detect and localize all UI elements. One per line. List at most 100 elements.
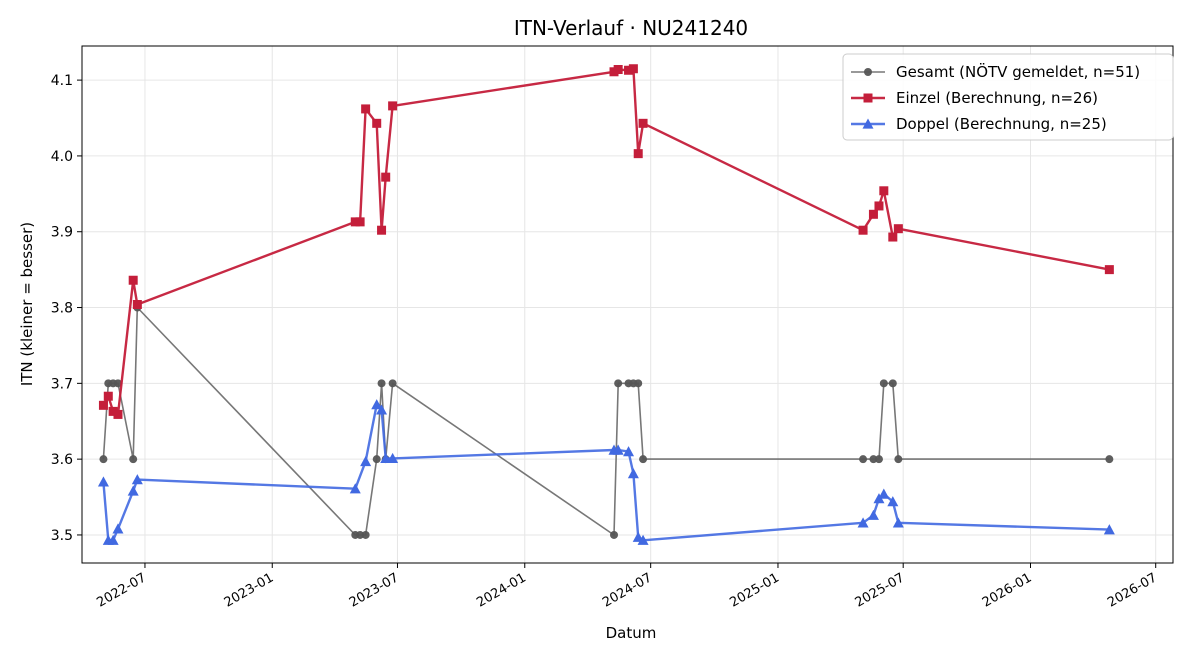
data-point	[360, 455, 372, 467]
y-tick-label: 3.6	[51, 452, 73, 468]
data-point	[614, 379, 623, 388]
chart-title: ITN-Verlauf · NU241240	[514, 16, 748, 40]
data-point	[887, 496, 899, 507]
data-point	[129, 455, 138, 464]
series-line	[102, 306, 1110, 536]
data-point	[132, 300, 142, 309]
data-point	[108, 406, 118, 416]
data-point	[1103, 524, 1115, 535]
legend-entry: Doppel (Berechnung, n=25)	[851, 115, 1107, 133]
data-point	[610, 530, 619, 539]
x-tick-label: 2022-07	[94, 570, 149, 610]
x-tick-label: 2026-07	[1105, 570, 1160, 610]
data-point	[869, 455, 878, 464]
data-point	[633, 149, 643, 159]
data-point	[859, 455, 868, 464]
legend-marker	[862, 118, 874, 129]
legend: Gesamt (NÖTV gemeldet, n=51) Einzel (Bere…	[842, 53, 1174, 141]
data-point	[637, 534, 649, 545]
data-point	[98, 400, 108, 410]
y-tick-label: 3.7	[51, 376, 73, 392]
data-point	[97, 476, 109, 487]
y-tick-label: 4.1	[51, 73, 73, 89]
data-point	[879, 186, 889, 196]
series-triangle	[97, 399, 1115, 545]
data-point	[874, 455, 883, 464]
data-point	[624, 65, 634, 75]
data-point	[878, 488, 890, 499]
y-tick-label: 3.8	[51, 301, 73, 317]
data-point	[372, 118, 382, 128]
legend-marker	[863, 93, 873, 103]
data-point	[627, 468, 639, 479]
x-axis-label: Datum	[606, 624, 657, 642]
data-point	[1105, 455, 1114, 464]
x-tick-label: 2026-01	[980, 570, 1035, 610]
data-point	[623, 446, 635, 457]
legend-label: Gesamt (NÖTV gemeldet, n=51)	[896, 62, 1140, 81]
x-tick-label: 2023-07	[347, 570, 402, 610]
x-tick-label: 2023-01	[222, 570, 277, 610]
y-tick-label: 3.9	[51, 225, 73, 241]
data-point	[879, 379, 888, 388]
data-point	[113, 379, 122, 388]
series-line	[102, 403, 1110, 542]
x-tick-label: 2024-01	[474, 570, 529, 610]
data-point	[377, 225, 387, 235]
data-point	[380, 452, 392, 464]
data-point	[388, 379, 397, 388]
data-point	[634, 379, 643, 388]
data-point	[376, 404, 388, 415]
data-point	[128, 275, 138, 285]
data-point	[893, 224, 903, 234]
data-point	[372, 455, 381, 464]
series-circle	[99, 303, 1114, 539]
plot-frame	[81, 45, 1174, 564]
data-point	[355, 217, 365, 227]
data-point	[377, 379, 386, 388]
x-tick-label: 2025-01	[727, 570, 782, 610]
grid-lines	[82, 46, 1173, 563]
data-point	[113, 409, 123, 419]
data-point	[356, 530, 365, 539]
data-point	[639, 455, 648, 464]
data-point	[628, 64, 638, 74]
data-point	[103, 391, 113, 401]
legend-entry: Einzel (Berechnung, n=26)	[851, 89, 1098, 107]
data-point	[131, 474, 143, 485]
data-point	[868, 209, 878, 219]
y-tick-label: 3.5	[51, 528, 73, 544]
data-point	[99, 455, 108, 464]
data-point	[1104, 265, 1114, 275]
series-square	[98, 64, 1114, 419]
data-point	[127, 485, 139, 496]
data-point	[867, 509, 879, 520]
legend-label: Einzel (Berechnung, n=26)	[896, 89, 1098, 107]
data-point	[888, 232, 898, 242]
data-point	[381, 172, 391, 182]
data-point	[638, 118, 648, 128]
data-point	[894, 455, 903, 464]
data-point	[612, 444, 624, 455]
data-point	[387, 452, 399, 464]
data-point	[371, 399, 383, 410]
y-tick-label: 4.0	[51, 149, 73, 165]
data-point	[361, 530, 370, 539]
y-axis: 3.5 3.6 3.7 3.8 3.9 4.0 4.1	[51, 73, 82, 544]
legend-entry: Gesamt (NÖTV gemeldet, n=51)	[851, 62, 1140, 81]
data-point	[361, 104, 371, 114]
data-point	[858, 225, 868, 235]
legend-marker	[864, 68, 872, 76]
series-layer	[97, 64, 1115, 545]
x-axis: 2022-07 2023-01 2023-07 2024-01 2024-07 2025-…	[94, 563, 1160, 611]
legend-label: Doppel (Berechnung, n=25)	[896, 115, 1107, 133]
data-point	[874, 201, 884, 211]
data-point	[888, 379, 897, 388]
x-tick-label: 2025-07	[853, 570, 908, 610]
x-tick-label: 2024-07	[600, 570, 655, 610]
legend-box	[842, 53, 1174, 141]
data-point	[892, 517, 904, 528]
data-point	[349, 483, 361, 494]
data-point	[350, 217, 360, 227]
